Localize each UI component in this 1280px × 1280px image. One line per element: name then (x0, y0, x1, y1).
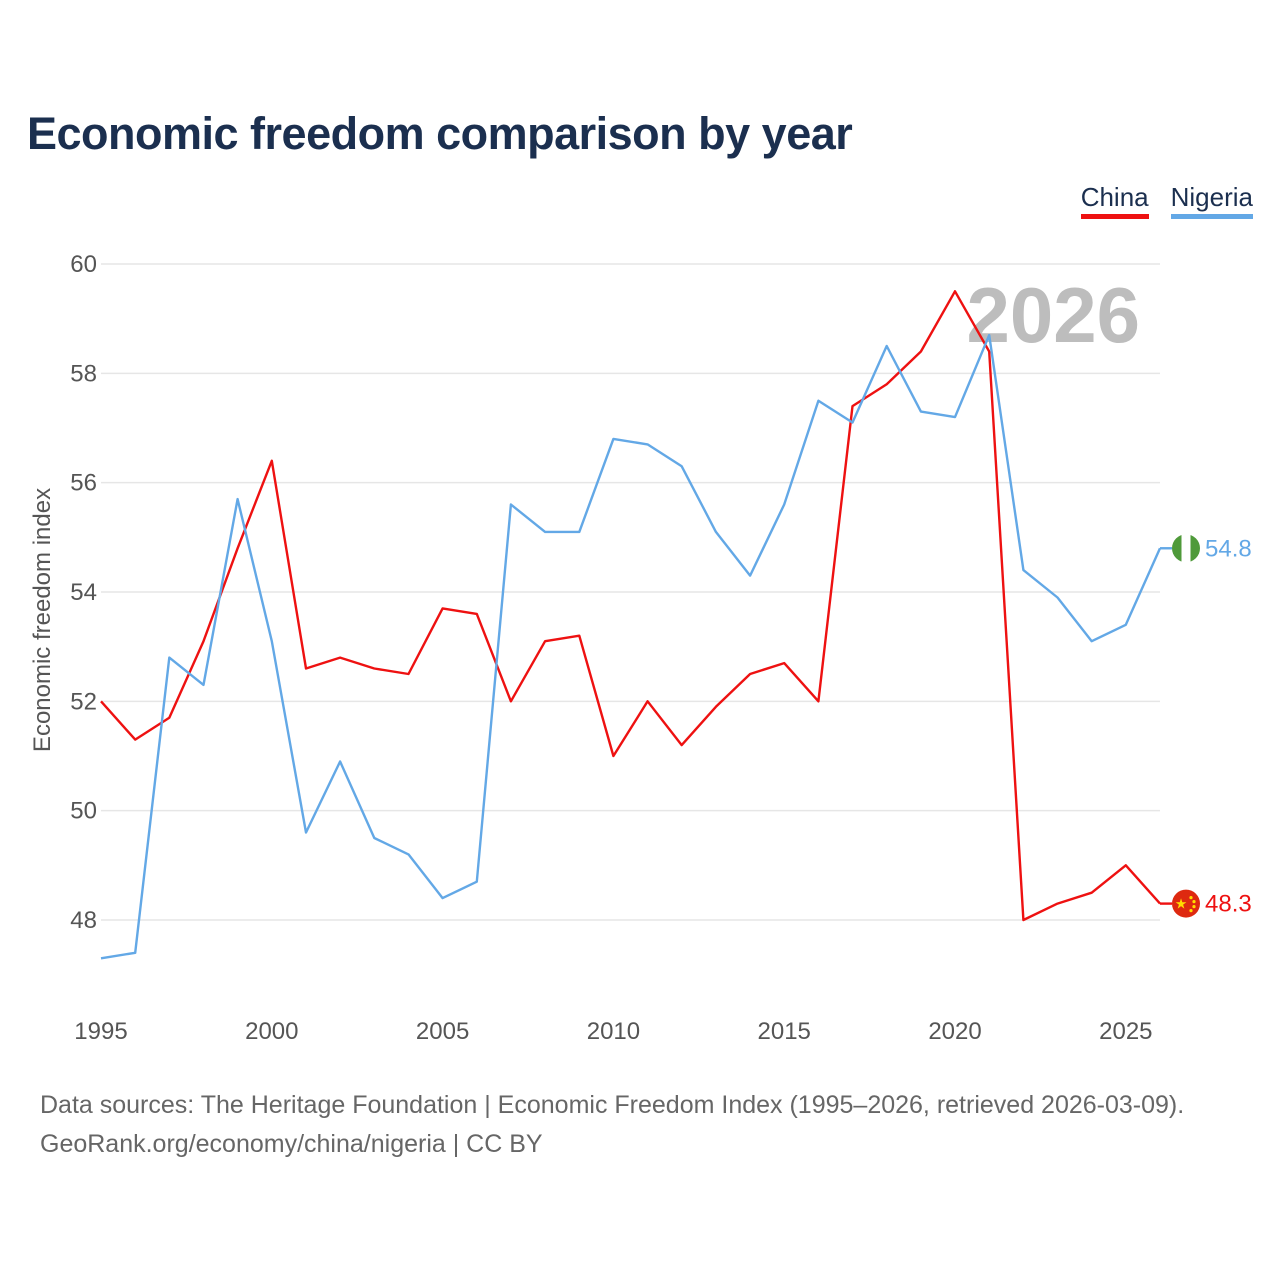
y-tick-label: 54 (70, 579, 97, 606)
y-tick-label: 60 (70, 251, 97, 278)
data-source-note: Data sources: The Heritage Foundation | … (40, 1091, 1185, 1119)
legend-item-china[interactable]: China (1080, 182, 1149, 219)
series-line-china[interactable] (100, 290, 1161, 922)
legend: China Nigeria (1080, 182, 1253, 219)
y-tick-label: 58 (70, 360, 97, 387)
attribution-note: GeoRank.org/economy/china/nigeria | CC B… (40, 1130, 543, 1158)
x-tick-label: 2005 (416, 1018, 469, 1045)
x-axis-ticks: 1995 2000 2005 2010 2015 2020 2025 (74, 1018, 1152, 1045)
year-watermark: 2026 (966, 271, 1140, 359)
end-value-label-china: 48.3 (1205, 891, 1252, 918)
y-tick-label: 48 (70, 907, 97, 934)
y-tick-label: 50 (70, 798, 97, 825)
y-tick-label: 56 (70, 470, 97, 497)
x-tick-label: 2020 (928, 1018, 981, 1045)
end-markers: ★ 48.3 54.8 (1160, 534, 1252, 918)
x-tick-label: 1995 (74, 1018, 127, 1045)
svg-text:★: ★ (1175, 897, 1188, 913)
legend-item-nigeria[interactable]: Nigeria (1170, 182, 1253, 219)
line-chart: 48 50 52 54 56 58 60 1995 2000 2005 2010 2015 2020 2… (29, 251, 1252, 1045)
y-tick-label: 52 (70, 688, 97, 715)
series-line-nigeria[interactable] (100, 333, 1162, 960)
series-lines (100, 290, 1162, 960)
nigeria-flag-icon (1172, 534, 1200, 563)
footer: Data sources: The Heritage Foundation | … (40, 1086, 1184, 1164)
gridlines (101, 263, 1160, 921)
chart-title: Economic freedom comparison by year (27, 108, 853, 159)
china-flag-icon: ★ (1172, 889, 1200, 918)
x-tick-label: 2015 (758, 1018, 811, 1045)
x-tick-label: 2000 (245, 1018, 298, 1045)
x-tick-label: 2025 (1099, 1018, 1152, 1045)
x-tick-label: 2010 (587, 1018, 640, 1045)
y-axis-ticks: 48 50 52 54 56 58 60 (70, 251, 97, 934)
y-axis-title: Economic freedom index (29, 488, 56, 752)
end-value-label-nigeria: 54.8 (1205, 535, 1252, 562)
